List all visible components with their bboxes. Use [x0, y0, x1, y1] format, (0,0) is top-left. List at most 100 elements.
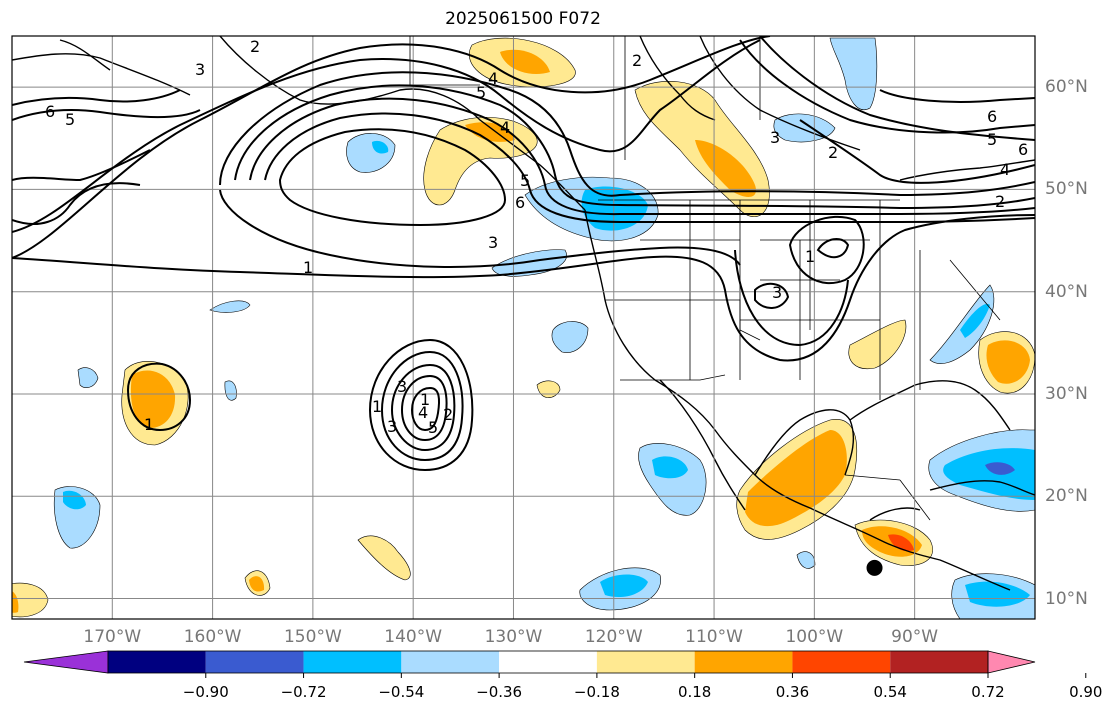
contour-label: 2: [828, 143, 838, 162]
latitude-tick-label: 20°N: [1045, 486, 1088, 507]
contour-line: [734, 249, 849, 347]
contour-label: 2: [443, 405, 453, 424]
latitude-tick-label: 10°N: [1045, 588, 1088, 609]
contour-label: 2: [632, 51, 642, 70]
contour-label: 5: [65, 110, 75, 129]
contour-line: [12, 36, 771, 259]
shading-negative: [796, 551, 816, 569]
colorbar-tick-label: −0.54: [378, 683, 425, 701]
contour-label: 3: [387, 417, 397, 436]
map-title: 2025061500 F072: [445, 9, 601, 29]
contour-line: [12, 109, 201, 121]
longitude-tick-label: 90°W: [891, 627, 939, 647]
contour-label: 5: [987, 130, 997, 149]
colorbar-tick-label: −0.18: [573, 683, 620, 701]
colorbar-tick-label: 0.18: [677, 683, 712, 701]
contour-label: 2: [250, 37, 260, 56]
contour-line: [754, 282, 790, 309]
contour-line: [219, 189, 741, 268]
contour-line: [390, 363, 456, 452]
contour-label: 3: [195, 60, 205, 79]
shading-negative: [224, 380, 237, 401]
contour-label: 1: [420, 390, 430, 409]
borders-layer: [409, 36, 1001, 521]
contour-label: 4: [1000, 160, 1010, 179]
contour-label: 6: [987, 107, 997, 126]
shading-positive: [357, 535, 411, 581]
colorbar-tick-label: −0.36: [476, 683, 523, 701]
colorbar-tick-label: 0.54: [873, 683, 907, 701]
map-frame: [11, 35, 1036, 620]
latitude-tick-label: 60°N: [1045, 77, 1088, 98]
shading-positive: [848, 319, 907, 370]
contour-labels: 6 5 2 3 4 5 6 5 4 3 2 1 6 3 5 2 6 4 2 3 …: [45, 37, 1028, 437]
contour-label: 5: [428, 418, 438, 437]
contour-line: [410, 386, 440, 432]
contour-line: [12, 149, 151, 182]
contour-label: 5: [476, 83, 486, 102]
shading-negative: [551, 321, 589, 353]
contour-line: [816, 238, 850, 259]
contour-line: [278, 128, 507, 227]
contour-label: 1: [303, 258, 313, 277]
grid-lines: [12, 36, 1035, 619]
shading-positive: [536, 380, 561, 398]
latitude-tick-label: 50°N: [1045, 179, 1088, 200]
contour-label: 4: [488, 69, 498, 88]
contour-line: [12, 89, 181, 106]
colorbar-tick-label: 0.90: [1069, 683, 1103, 701]
shading-negative: [929, 284, 995, 364]
contour-line: [234, 84, 1035, 210]
longitude-tick-label: 150°W: [283, 627, 342, 647]
shading-positive: [12, 582, 49, 618]
contour-label: 1: [372, 397, 382, 416]
contour-label: 2: [995, 192, 1005, 211]
longitude-tick-label: 130°W: [484, 627, 543, 647]
shading-negative: [773, 113, 836, 143]
contour-label: 4: [418, 403, 428, 422]
longitude-tick-label: 110°W: [685, 627, 743, 647]
contour-label: 1: [144, 415, 154, 434]
contour-label: 5: [520, 171, 530, 190]
longitude-tick-label: 160°W: [183, 627, 242, 647]
shading-layer: [12, 37, 1035, 619]
shading-negative: [209, 300, 251, 313]
contour-label: 3: [772, 283, 782, 302]
longitude-tick-label: 100°W: [785, 627, 844, 647]
contour-label: 6: [515, 193, 525, 212]
contour-line: [368, 338, 474, 472]
contour-line: [879, 89, 1035, 103]
colorbar-tick-label: 0.72: [971, 683, 1005, 701]
shading-negative: [829, 37, 878, 110]
contour-layer: [12, 36, 1035, 472]
contour-line: [759, 36, 1035, 141]
contour-label: 3: [770, 128, 780, 147]
contour-line: [400, 374, 448, 442]
contour-line: [219, 71, 1035, 197]
longitude-tick-label: 120°W: [584, 627, 643, 647]
contour-label: 6: [45, 102, 55, 121]
colorbar-tick-label: −0.90: [182, 683, 229, 701]
contour-line: [739, 39, 1035, 134]
contour-line: [788, 215, 865, 285]
contour-line: [126, 362, 192, 432]
contour-label: 1: [805, 247, 815, 266]
contour-label: 3: [488, 233, 498, 252]
colorbar-tick-label: −0.72: [280, 683, 327, 701]
location-marker: [866, 559, 883, 576]
colorbar-tick-label: 0.36: [775, 683, 810, 701]
longitude-tick-label: 140°W: [384, 627, 443, 647]
contour-line: [12, 39, 761, 233]
contour-label: 4: [500, 118, 510, 137]
latitude-tick-label: 30°N: [1045, 383, 1088, 404]
contour-label: 3: [397, 377, 407, 396]
contour-label: 6: [1018, 140, 1028, 159]
contour-line: [380, 350, 464, 462]
contour-line: [12, 214, 1035, 362]
contour-line: [249, 97, 1035, 216]
contour-line: [264, 112, 1035, 224]
latitude-tick-label: 40°N: [1045, 281, 1088, 302]
longitude-tick-label: 170°W: [83, 627, 142, 647]
contour-line: [799, 119, 1035, 184]
